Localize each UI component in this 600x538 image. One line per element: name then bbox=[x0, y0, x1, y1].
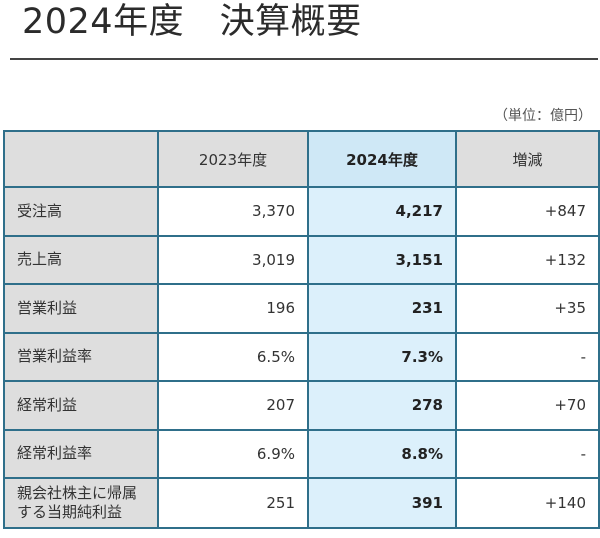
cell-change: - bbox=[455, 428, 600, 479]
page-title: 2024年度 決算概要 bbox=[22, 2, 362, 42]
cell-fy2023: 196 bbox=[157, 283, 309, 334]
header-fy2024: 2024年度 bbox=[307, 130, 457, 188]
cell-fy2023: 251 bbox=[157, 477, 309, 529]
cell-fy2024: 231 bbox=[307, 283, 457, 334]
cell-change: +140 bbox=[455, 477, 600, 529]
cell-fy2023: 3,019 bbox=[157, 234, 309, 285]
table-row: 売上高 3,019 3,151 +132 bbox=[3, 234, 600, 285]
cell-change: +35 bbox=[455, 283, 600, 334]
header-change: 増減 bbox=[455, 130, 600, 188]
cell-change: - bbox=[455, 331, 600, 382]
cell-change: +847 bbox=[455, 186, 600, 237]
cell-fy2024: 3,151 bbox=[307, 234, 457, 285]
table-row: 親会社株主に帰属する当期純利益 251 391 +140 bbox=[3, 477, 600, 529]
table-row: 営業利益率 6.5% 7.3% - bbox=[3, 331, 600, 382]
cell-fy2024: 4,217 bbox=[307, 186, 457, 237]
cell-fy2023: 207 bbox=[157, 380, 309, 431]
financial-summary-table: 2023年度 2024年度 増減 受注高 3,370 4,217 +847 売上… bbox=[3, 130, 600, 529]
cell-change: +132 bbox=[455, 234, 600, 285]
cell-fy2024: 391 bbox=[307, 477, 457, 529]
row-label: 売上高 bbox=[3, 234, 159, 285]
cell-fy2023: 6.5% bbox=[157, 331, 309, 382]
row-label: 経常利益率 bbox=[3, 428, 159, 479]
title-divider bbox=[10, 58, 598, 60]
table-header-row: 2023年度 2024年度 増減 bbox=[3, 130, 600, 188]
row-label: 親会社株主に帰属する当期純利益 bbox=[3, 477, 159, 529]
row-label: 営業利益率 bbox=[3, 331, 159, 382]
table-row: 経常利益 207 278 +70 bbox=[3, 380, 600, 431]
row-label: 受注高 bbox=[3, 186, 159, 237]
table-row: 経常利益率 6.9% 8.8% - bbox=[3, 428, 600, 479]
row-label: 経常利益 bbox=[3, 380, 159, 431]
cell-change: +70 bbox=[455, 380, 600, 431]
cell-fy2023: 6.9% bbox=[157, 428, 309, 479]
header-fy2023: 2023年度 bbox=[157, 130, 309, 188]
cell-fy2024: 278 bbox=[307, 380, 457, 431]
cell-fy2024: 7.3% bbox=[307, 331, 457, 382]
cell-fy2023: 3,370 bbox=[157, 186, 309, 237]
cell-fy2024: 8.8% bbox=[307, 428, 457, 479]
table-row: 営業利益 196 231 +35 bbox=[3, 283, 600, 334]
header-corner bbox=[3, 130, 159, 188]
table-row: 受注高 3,370 4,217 +847 bbox=[3, 186, 600, 237]
unit-note: （単位：億円） bbox=[494, 108, 592, 124]
row-label: 営業利益 bbox=[3, 283, 159, 334]
